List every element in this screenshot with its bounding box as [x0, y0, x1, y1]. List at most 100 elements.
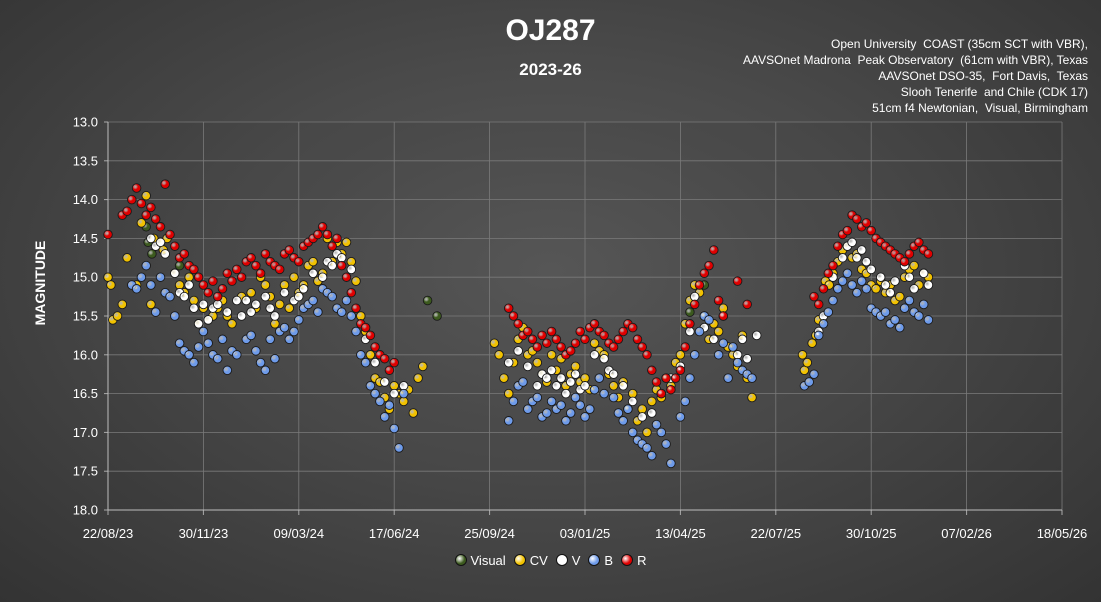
data-point	[732, 357, 743, 368]
data-point	[203, 338, 213, 348]
data-point	[274, 264, 285, 275]
data-point	[532, 392, 543, 403]
data-point	[308, 256, 318, 267]
data-point	[651, 419, 662, 430]
data-point	[346, 311, 357, 321]
data-point	[398, 396, 409, 407]
data-point	[265, 303, 275, 313]
data-point	[155, 222, 166, 232]
data-point	[370, 342, 380, 352]
data-point	[632, 334, 643, 345]
series-b	[127, 260, 934, 469]
y-tick-label: 14.0	[73, 192, 98, 207]
x-tick-label: 30/10/25	[846, 526, 897, 541]
data-point	[503, 357, 514, 368]
data-point	[723, 373, 733, 383]
y-tick-label: 15.5	[73, 309, 98, 324]
data-point	[647, 396, 657, 407]
data-point	[871, 284, 881, 294]
data-point	[232, 295, 242, 306]
data-point	[618, 326, 628, 337]
data-point	[585, 404, 595, 414]
data-point	[923, 249, 934, 259]
data-point	[294, 291, 304, 302]
data-point	[546, 396, 557, 407]
data-point	[918, 299, 929, 310]
data-point	[189, 357, 199, 368]
data-point	[179, 291, 190, 302]
data-point	[914, 237, 924, 248]
data-point	[413, 373, 423, 383]
data-point	[398, 388, 409, 399]
data-point	[875, 272, 886, 282]
data-point	[103, 272, 113, 282]
x-tick-label: 09/03/24	[273, 526, 324, 541]
legend-label: B	[604, 553, 614, 568]
source-line: Slooh Tenerife and Chile (CDK 17)	[900, 85, 1088, 99]
data-point	[833, 241, 843, 251]
legend-label: CV	[529, 553, 548, 568]
data-point	[599, 330, 609, 341]
x-tick-label: 22/07/25	[750, 526, 801, 541]
data-point	[594, 373, 605, 383]
data-point	[542, 373, 552, 383]
data-point	[842, 268, 853, 279]
data-point	[613, 334, 624, 345]
data-point	[198, 299, 209, 310]
data-point	[327, 241, 337, 251]
data-point	[675, 412, 686, 422]
data-point	[313, 307, 323, 317]
data-point	[184, 272, 194, 282]
data-point	[661, 373, 671, 383]
data-point	[136, 218, 147, 228]
data-point	[294, 315, 304, 325]
data-point	[895, 322, 905, 333]
data-point	[747, 392, 757, 403]
data-point	[103, 229, 113, 240]
data-point	[561, 416, 571, 426]
data-point	[618, 381, 628, 391]
legend-marker	[588, 554, 601, 566]
data-point	[599, 353, 609, 364]
data-point	[284, 245, 295, 255]
data-point	[217, 284, 228, 294]
data-point	[389, 381, 399, 391]
x-tick-label: 18/05/26	[1037, 526, 1088, 541]
data-point	[222, 268, 233, 279]
data-point	[432, 311, 442, 321]
data-point	[270, 311, 280, 321]
data-point	[418, 361, 428, 372]
data-point	[146, 280, 156, 290]
data-point	[289, 326, 299, 337]
data-point	[895, 291, 905, 302]
data-point	[608, 381, 619, 391]
data-point	[122, 253, 132, 263]
data-point	[627, 388, 638, 399]
data-point	[265, 334, 275, 345]
data-point	[680, 396, 690, 407]
data-point	[546, 350, 557, 360]
data-point	[494, 350, 504, 360]
data-point	[570, 338, 581, 348]
data-point	[904, 272, 915, 282]
data-point	[141, 190, 151, 201]
data-point	[523, 361, 533, 372]
data-point	[565, 408, 576, 418]
legend-item-b: B	[588, 553, 613, 568]
data-point	[232, 350, 242, 360]
series-r	[103, 179, 934, 399]
data-point	[279, 287, 290, 298]
data-point	[685, 373, 695, 383]
data-point	[198, 326, 209, 337]
data-point	[422, 295, 433, 306]
data-point	[909, 284, 919, 294]
data-point	[899, 256, 910, 267]
data-point	[742, 299, 752, 310]
data-point	[842, 225, 853, 236]
data-point	[341, 295, 352, 306]
data-point	[813, 330, 824, 341]
data-point	[551, 381, 562, 391]
data-point	[327, 260, 337, 271]
data-point	[336, 260, 347, 271]
data-point	[503, 416, 514, 426]
